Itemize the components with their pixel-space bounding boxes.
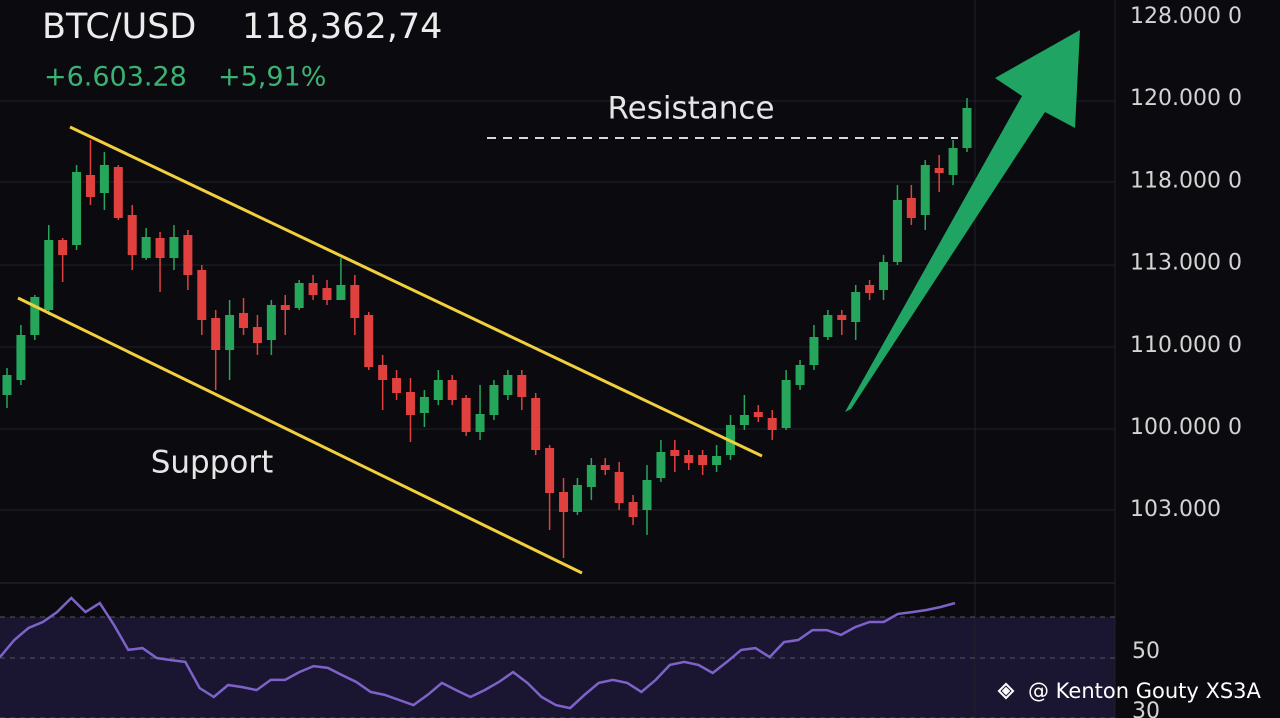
candle-body: [183, 235, 193, 275]
candle-body: [392, 378, 402, 393]
price: 118,362,74: [242, 7, 442, 47]
y-axis-label: 100.000 0: [1130, 415, 1242, 440]
candle-body: [72, 172, 82, 245]
candle-body: [433, 380, 443, 400]
candle-body: [489, 385, 499, 415]
candle-body: [58, 240, 68, 255]
rsi-panel: 50 30: [0, 596, 1160, 718]
candle-body: [419, 397, 429, 413]
candle-body: [308, 283, 318, 295]
y-axis-label: 128.000 0: [1130, 4, 1242, 29]
candle-body: [266, 305, 276, 340]
candles: [2, 98, 972, 558]
candle-body: [405, 392, 415, 415]
candle-body: [280, 305, 290, 310]
candle-body: [865, 285, 875, 293]
candle-body: [531, 398, 541, 450]
candle-body: [837, 315, 847, 320]
icon-part: [997, 682, 1015, 700]
candle-body: [517, 375, 527, 397]
candle-body: [948, 148, 958, 175]
rsi-tick-label: 30: [1132, 699, 1160, 718]
candle-body: [559, 492, 569, 512]
rsi-tick-label: 50: [1132, 639, 1160, 664]
candle-body: [879, 262, 889, 290]
candle-body: [642, 480, 652, 510]
candle-body: [892, 200, 902, 262]
annotation: Resistance: [607, 91, 774, 127]
candle-body: [600, 465, 610, 470]
candle-body: [753, 412, 763, 417]
annotation: Support: [151, 445, 274, 481]
candle-body: [628, 502, 638, 517]
candle-body: [336, 285, 346, 300]
candle-body: [739, 415, 749, 425]
candle-body: [851, 292, 861, 322]
candle-body: [252, 327, 262, 343]
trend-arrow: [845, 30, 1080, 412]
candle-body: [781, 380, 791, 428]
candle-body: [767, 418, 777, 430]
candle-body: [44, 240, 54, 310]
candle-body: [586, 465, 596, 487]
y-axis-labels: 128.000 0 120.000 0 118.000 0 113.000 0 110.…: [1130, 4, 1242, 522]
candle-body: [197, 270, 207, 320]
candle-body: [475, 414, 485, 432]
candle-body: [225, 315, 235, 350]
candle-body: [934, 168, 944, 173]
candle-body: [30, 297, 40, 335]
candle-body: [545, 448, 555, 493]
y-axis-label: 118.000 0: [1130, 168, 1242, 193]
rsi-line: [0, 596, 956, 710]
y-axis-label: 120.000 0: [1130, 86, 1242, 111]
candle-body: [294, 283, 304, 308]
trend-line-upper: [69, 125, 763, 458]
rsi-band: [0, 617, 1115, 718]
candle-body: [823, 315, 833, 337]
trend-line-lower: [17, 296, 583, 575]
candle-body: [503, 375, 513, 395]
watermark-icon: [997, 682, 1015, 700]
candle-body: [155, 238, 165, 258]
candle-body: [99, 165, 109, 193]
candle-body: [239, 313, 249, 328]
candle-body: [350, 285, 360, 318]
candle-body: [712, 456, 722, 465]
candle-body: [169, 237, 179, 258]
candle-body: [2, 375, 12, 395]
candle-body: [322, 288, 332, 300]
candle-body: [614, 472, 624, 503]
y-axis-label: 113.000 0: [1130, 251, 1242, 276]
candle-body: [16, 335, 26, 380]
candle-body: [795, 365, 805, 385]
candle-body: [364, 315, 374, 367]
candle-body: [906, 198, 916, 218]
change-pct: +5,91%: [218, 62, 326, 93]
candle-body: [127, 215, 137, 255]
symbol: BTC/USD: [42, 7, 196, 47]
candle-body: [85, 175, 95, 197]
candle-body: [920, 165, 930, 215]
candle-body: [698, 455, 708, 465]
candle-body: [684, 455, 694, 463]
candle-body: [670, 450, 680, 456]
candle-body: [211, 318, 221, 350]
watermark: @ Kenton Gouty XS3A: [1028, 679, 1262, 703]
candle-body: [656, 452, 666, 478]
change: +6.603.28: [44, 62, 187, 93]
icon-part: [1001, 686, 1011, 696]
candle-body: [447, 380, 457, 400]
candle-body: [378, 365, 388, 380]
candle-body: [461, 398, 471, 432]
candle-body: [962, 108, 972, 148]
candle-body: [141, 237, 151, 258]
y-axis-label: 110.000 0: [1130, 333, 1242, 358]
y-axis-label: 103.000: [1130, 497, 1221, 522]
candle-body: [809, 337, 819, 365]
candle-body: [113, 167, 123, 218]
candle-body: [572, 485, 582, 512]
